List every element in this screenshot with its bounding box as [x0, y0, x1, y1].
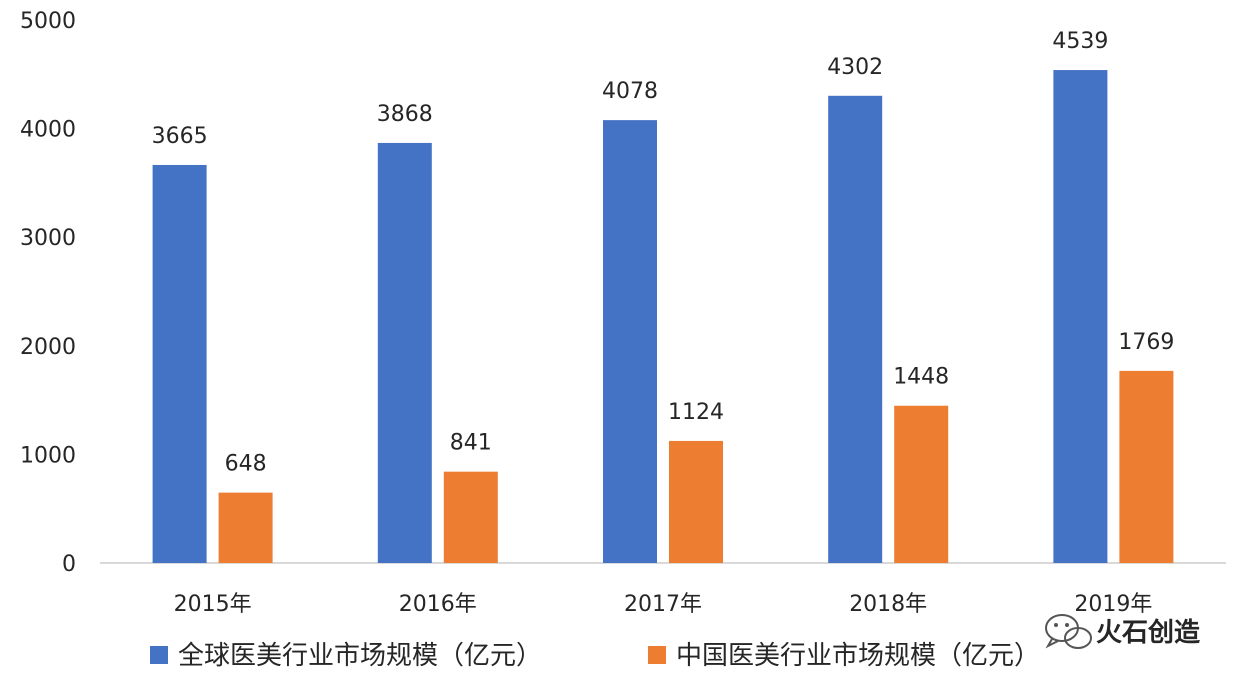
- data-label: 841: [450, 431, 492, 456]
- bar-china: [443, 471, 498, 563]
- legend-swatch-china: [648, 646, 666, 664]
- data-label: 648: [225, 452, 267, 477]
- y-tick-label: 1000: [20, 443, 76, 468]
- data-label: 3665: [152, 124, 208, 149]
- data-label: 4539: [1052, 29, 1108, 54]
- data-label: 1769: [1118, 330, 1174, 355]
- bar-china: [1119, 370, 1174, 563]
- legend-label: 中国医美行业市场规模（亿元）: [676, 641, 1040, 671]
- x-tick-label: 2019年: [1074, 592, 1152, 617]
- bar-global: [828, 95, 883, 564]
- x-tick-label: 2016年: [399, 592, 477, 617]
- data-label: 4302: [827, 55, 883, 80]
- y-tick-label: 3000: [20, 226, 76, 251]
- bar-global: [1053, 70, 1108, 563]
- bar-global: [152, 164, 207, 563]
- data-labels-layer: 3665 648 3868 841 4078 1124 4302 1448 4539 1769: [152, 29, 1175, 477]
- data-label: 3868: [377, 102, 433, 127]
- data-label: 4078: [602, 79, 658, 104]
- bars-layer: [152, 70, 1174, 564]
- y-tick-label: 5000: [20, 9, 76, 34]
- axis-layer: 0 1000 2000 3000 4000 5000 2015年 2016年 2017年 2018…: [20, 9, 1226, 617]
- watermark-text: 火石创造: [1096, 618, 1200, 648]
- legend: 全球医美行业市场规模（亿元） 中国医美行业市场规模（亿元）: [150, 641, 1040, 671]
- wechat-icon: [1045, 614, 1092, 649]
- y-tick-label: 4000: [20, 118, 76, 143]
- x-tick-label: 2018年: [849, 592, 927, 617]
- bar-china: [218, 492, 273, 563]
- data-label: 1124: [668, 400, 724, 425]
- bar-global: [603, 120, 657, 563]
- x-tick-label: 2017年: [624, 592, 702, 617]
- legend-label: 全球医美行业市场规模（亿元）: [178, 641, 542, 671]
- y-tick-label: 0: [62, 552, 76, 577]
- watermark: 火石创造: [1045, 614, 1200, 649]
- data-label: 1448: [893, 365, 949, 390]
- bar-global: [377, 142, 432, 564]
- legend-swatch-global: [150, 646, 168, 664]
- x-tick-label: 2015年: [174, 592, 252, 617]
- y-tick-label: 2000: [20, 335, 76, 360]
- bar-china: [669, 440, 723, 563]
- bar-china: [894, 405, 949, 563]
